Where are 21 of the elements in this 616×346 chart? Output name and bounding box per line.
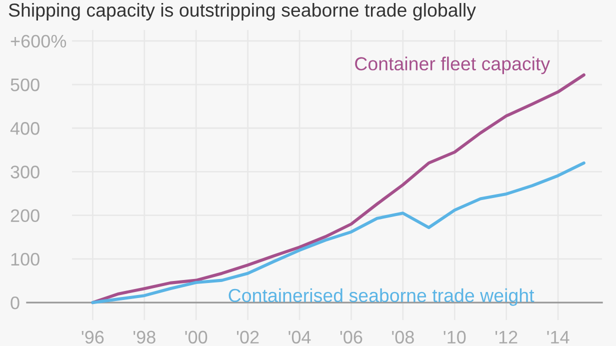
x-tick-label: '14	[547, 330, 570, 344]
y-tick-label: +600%	[10, 34, 66, 48]
y-tick-label: 300	[10, 166, 40, 178]
x-tick-label: '06	[340, 330, 362, 344]
x-tick-label: '12	[495, 330, 518, 344]
series-label: Containerised seaborne trade weight	[228, 288, 534, 306]
line-series	[91, 161, 586, 304]
y-tick-label: 200	[10, 209, 40, 222]
x-tick-label: '96	[82, 330, 104, 344]
x-tick-label: '02	[236, 330, 259, 344]
y-tick-label: 100	[11, 252, 40, 266]
y-tick-label: 500	[10, 78, 40, 92]
chart-title: Shipping capacity is outstripping seaborne trade globally	[8, 3, 476, 20]
series-label: Container fleet capacity	[355, 56, 550, 74]
x-tick-label: '08	[392, 330, 414, 344]
x-tick-label: '04	[288, 330, 311, 344]
y-tick-label: 0	[10, 296, 20, 310]
x-tick-label: '00	[185, 330, 208, 344]
x-tick-label: '10	[444, 330, 466, 344]
x-tick-label: '98	[134, 330, 156, 344]
y-tick-label: 400	[10, 122, 40, 135]
